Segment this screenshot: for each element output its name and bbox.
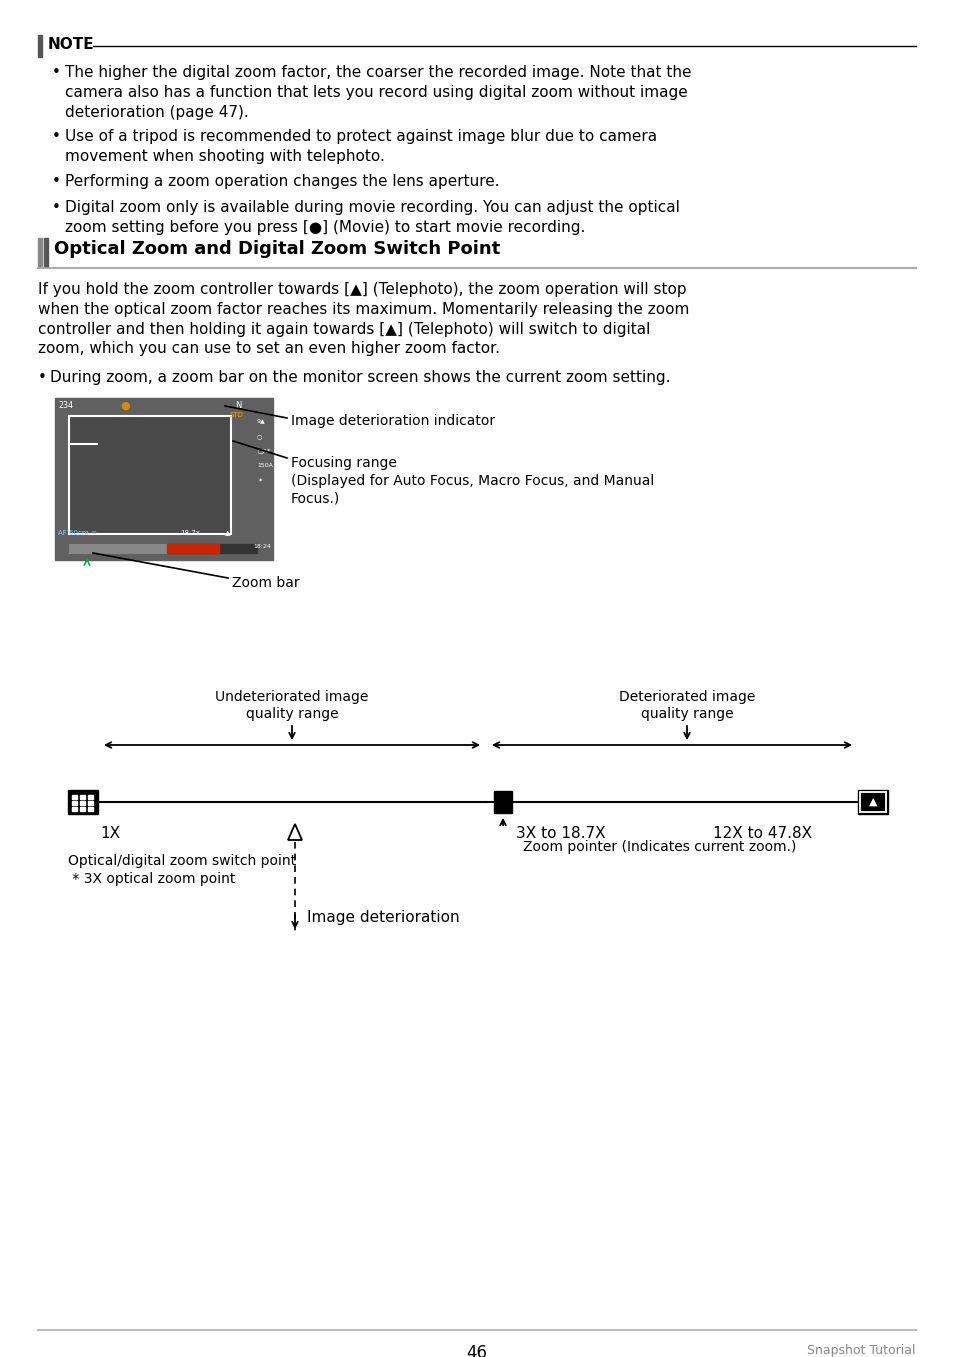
Text: •: •	[52, 174, 61, 189]
Bar	[44, 237, 48, 266]
Text: 150A: 150A	[256, 463, 273, 468]
Text: ✶: ✶	[256, 478, 262, 483]
Text: ○: ○	[256, 434, 262, 440]
Bar	[167, 544, 219, 554]
Bar	[98, 790, 485, 814]
Text: •: •	[38, 370, 47, 385]
Text: Deteriorated image
quality range: Deteriorated image quality range	[618, 689, 755, 721]
Text: Use of a tripod is recommended to protect against image blur due to camera
movem: Use of a tripod is recommended to protec…	[65, 129, 657, 164]
Text: 46: 46	[466, 1343, 487, 1357]
Text: •: •	[52, 199, 61, 214]
Text: The higher the digital zoom factor, the coarser the recorded image. Note that th: The higher the digital zoom factor, the …	[65, 65, 691, 119]
Text: Image deterioration: Image deterioration	[307, 911, 459, 925]
Bar	[69, 417, 231, 535]
Bar	[88, 807, 92, 811]
Bar	[69, 544, 256, 554]
Text: Undeteriorated image
quality range: Undeteriorated image quality range	[215, 689, 368, 721]
Bar	[69, 417, 231, 535]
Text: •: •	[52, 65, 61, 80]
Text: 18.7x: 18.7x	[180, 531, 200, 536]
Text: Performing a zoom operation changes the lens aperture.: Performing a zoom operation changes the …	[65, 174, 499, 189]
Bar	[68, 790, 98, 814]
Bar	[80, 795, 85, 799]
Bar	[88, 795, 92, 799]
Text: ▲: ▲	[868, 797, 877, 807]
Text: 18:24: 18:24	[253, 544, 271, 550]
Text: 1X: 1X	[100, 826, 120, 841]
Text: AF 60cm-∞: AF 60cm-∞	[58, 531, 97, 536]
Text: •: •	[52, 129, 61, 144]
Text: Snapshot Tutorial: Snapshot Tutorial	[806, 1343, 915, 1357]
Text: □AF: □AF	[256, 448, 271, 453]
Text: N: N	[234, 402, 241, 410]
Bar	[80, 807, 85, 811]
Bar	[38, 237, 42, 266]
Text: Digital zoom only is available during movie recording. You can adjust the optica: Digital zoom only is available during mo…	[65, 199, 679, 235]
Text: NOTE: NOTE	[48, 37, 94, 52]
Text: 3X to 18.7X: 3X to 18.7X	[516, 826, 605, 841]
Text: During zoom, a zoom bar on the monitor screen shows the current zoom setting.: During zoom, a zoom bar on the monitor s…	[50, 370, 670, 385]
Bar	[857, 790, 887, 814]
Text: Optical Zoom and Digital Zoom Switch Point: Optical Zoom and Digital Zoom Switch Poi…	[54, 240, 499, 258]
Text: 12X to 47.8X: 12X to 47.8X	[712, 826, 811, 841]
Bar	[71, 801, 77, 805]
Text: Image deterioration indicator: Image deterioration indicator	[291, 414, 495, 427]
Text: 234: 234	[58, 402, 73, 410]
Bar	[71, 807, 77, 811]
Bar	[38, 35, 42, 57]
Text: Focusing range
(Displayed for Auto Focus, Macro Focus, and Manual
Focus.): Focusing range (Displayed for Auto Focus…	[291, 456, 654, 506]
Text: Optical/digital zoom switch point
 * 3X optical zoom point: Optical/digital zoom switch point * 3X o…	[68, 854, 295, 886]
Text: 9▲: 9▲	[256, 418, 266, 423]
Text: If you hold the zoom controller towards [▲] (Telephoto), the zoom operation will: If you hold the zoom controller towards …	[38, 282, 689, 357]
Text: ▲: ▲	[225, 531, 230, 536]
Bar	[485, 790, 857, 814]
Text: ●: ●	[120, 402, 130, 411]
Bar	[859, 792, 885, 811]
Bar	[71, 795, 77, 799]
Bar	[69, 544, 167, 554]
Bar	[80, 801, 85, 805]
Bar	[88, 801, 92, 805]
Text: Zoom bar: Zoom bar	[232, 575, 299, 590]
Bar	[55, 398, 273, 560]
Text: STD: STD	[230, 413, 244, 418]
Text: Zoom pointer (Indicates current zoom.): Zoom pointer (Indicates current zoom.)	[522, 840, 796, 854]
Bar	[494, 791, 512, 813]
